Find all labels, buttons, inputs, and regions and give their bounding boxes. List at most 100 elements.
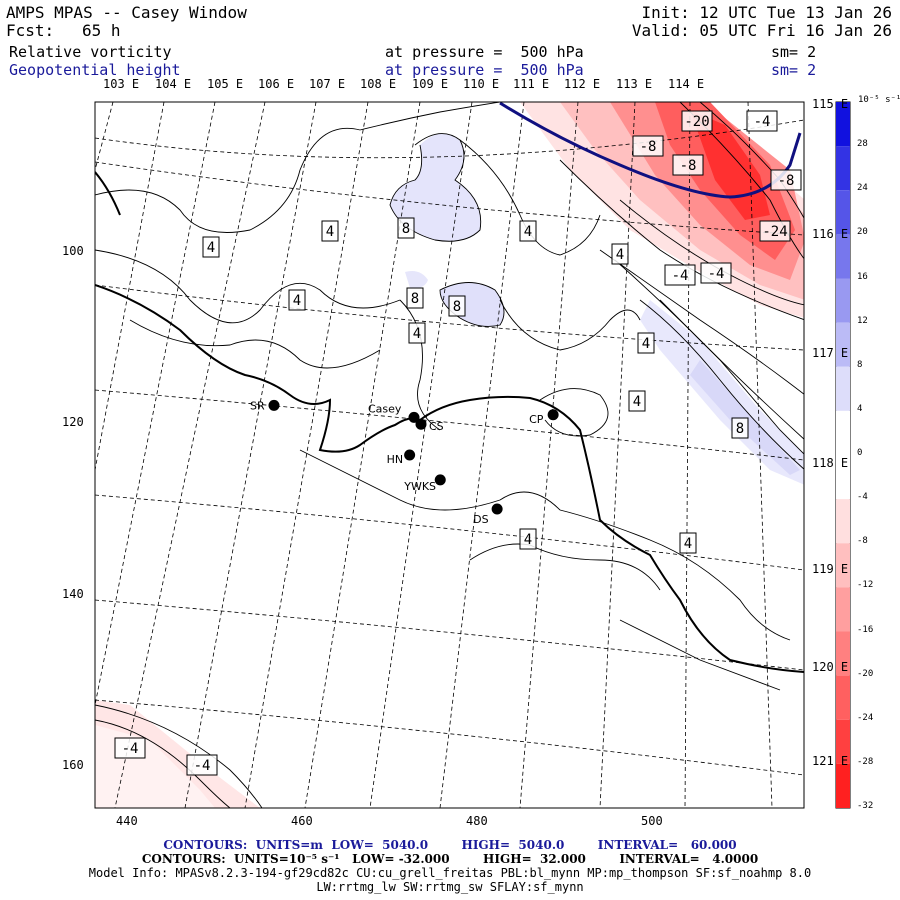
colorbar-swatch [836,631,850,676]
plot-title: AMPS MPAS -- Casey Window [6,3,247,22]
colorbar-swatch [836,102,850,147]
left-axis-label: 100 [62,244,84,258]
top-longitude-label: 112 E [564,77,601,91]
colorbar-swatch [836,675,850,720]
station-marker [408,411,420,423]
contour-label: 4 [628,390,646,412]
plot-frame [94,101,805,809]
svg-text:4: 4 [633,394,641,410]
station-marker [491,503,503,515]
field1-name: Relative vorticity [9,43,172,61]
svg-text:8: 8 [453,299,461,315]
right-longitude-label: 121 E [812,754,849,768]
right-longitude-label: 116 E [812,227,849,241]
colorbar-label: -24 [857,712,874,723]
right-longitude-label: 118 E [812,456,849,470]
colorbar-label: 4 [857,403,863,414]
contour-label: 8 [397,217,415,239]
colorbar-swatch [836,587,850,632]
colorbar-swatch [836,499,850,544]
colorbar-label: -8 [857,536,868,547]
svg-text:-8: -8 [640,139,657,155]
top-longitude-label: 105 E [207,77,244,91]
station-label: CP [529,413,544,426]
contour-label: -8 [632,135,664,157]
colorbar-swatches [836,102,850,808]
contour-label: -4 [114,737,146,759]
forecast-hour: 65 h [82,21,121,40]
bottom-axis-label: 460 [291,814,313,828]
contour-value-labels: 4 4 8 4 4 8 8 4 4 4 4 8 4 4 -20 -4 -8 -8 -8 -24 -4 -4 -4 -4 [114,110,802,776]
top-longitude-label: 113 E [616,77,653,91]
station-label: Casey [368,402,402,415]
right-longitude-label: 119 E [812,562,849,576]
colorbar-swatch [836,190,850,235]
right-longitude-label: 120 E [812,660,849,674]
svg-text:-4: -4 [194,758,211,774]
contour-label: 4 [202,236,220,258]
svg-text:-8: -8 [680,158,697,174]
left-axis-label: 120 [62,415,84,430]
colorbar-label: 12 [857,315,868,326]
svg-text:8: 8 [411,291,419,307]
station-marker [415,418,427,430]
svg-text:4: 4 [642,336,650,352]
vorticity-contour-info: CONTOURS: UNITS=10⁻⁵ s⁻¹ LOW= -32.000 HI… [141,852,759,866]
colorbar-swatch [836,234,850,279]
colorbar-swatch [836,366,850,411]
colorbar-unit: 10⁻⁵ s⁻¹ [858,95,900,105]
top-longitude-label: 110 E [463,77,500,91]
svg-text:4: 4 [684,536,692,552]
station-label: CS [429,420,444,433]
field2-name: Geopotential height [9,61,181,79]
contour-label: 8 [406,287,424,309]
forecast-label: Fcst: [6,21,55,40]
colorbar-swatch [836,763,850,808]
svg-text:-4: -4 [708,266,725,282]
colorbar-label: 16 [857,271,868,282]
bottom-axis-label: 440 [116,814,138,828]
top-longitude-label: 108 E [360,77,397,91]
station-marker [268,399,280,411]
contour-label: -8 [672,154,704,176]
contour-label: 4 [519,528,537,550]
svg-text:4: 4 [207,240,215,256]
colorbar-swatch [836,719,850,764]
colorbar-swatch [836,410,850,455]
contour-label: 4 [679,532,697,554]
init-time: Init: 12 UTC Tue 13 Jan 26 [641,3,892,22]
colorbar-label: 8 [857,359,863,370]
contour-label: -4 [664,264,696,286]
field2-smoothing: sm= 2 [771,61,817,79]
svg-text:4: 4 [524,532,532,548]
station-marker [404,449,416,461]
svg-text:4: 4 [293,293,301,309]
contour-label: -24 [759,220,791,242]
svg-text:4: 4 [326,224,334,240]
colorbar-label: 28 [857,139,868,150]
svg-text:-4: -4 [122,741,139,757]
top-longitude-label: 106 E [258,77,295,91]
colorbar-label: -20 [857,668,874,679]
contour-label: -4 [746,110,778,132]
contour-label: 4 [288,289,306,311]
top-longitude-label: 114 E [668,77,705,91]
valid-time: Valid: 05 UTC Fri 16 Jan 26 [631,21,892,40]
colorbar-swatch [836,322,850,367]
contour-label: 4 [408,322,426,344]
station-label: HN [387,453,404,466]
colorbar-label: 20 [857,227,868,238]
colorbar-swatch [836,146,850,191]
colorbar-label: -16 [857,624,874,635]
top-longitude-label: 103 E [103,77,140,91]
contour-label: -8 [770,169,802,191]
field1-level: at pressure = 500 hPa [385,43,584,61]
top-longitude-label: 109 E [412,77,449,91]
contour-label: 4 [321,220,339,242]
svg-text:4: 4 [524,224,532,240]
field2-level: at pressure = 500 hPa [385,61,584,79]
contour-label: 8 [448,295,466,317]
colorbar-label: -32 [857,801,874,811]
bottom-axis-label: 500 [641,814,663,828]
